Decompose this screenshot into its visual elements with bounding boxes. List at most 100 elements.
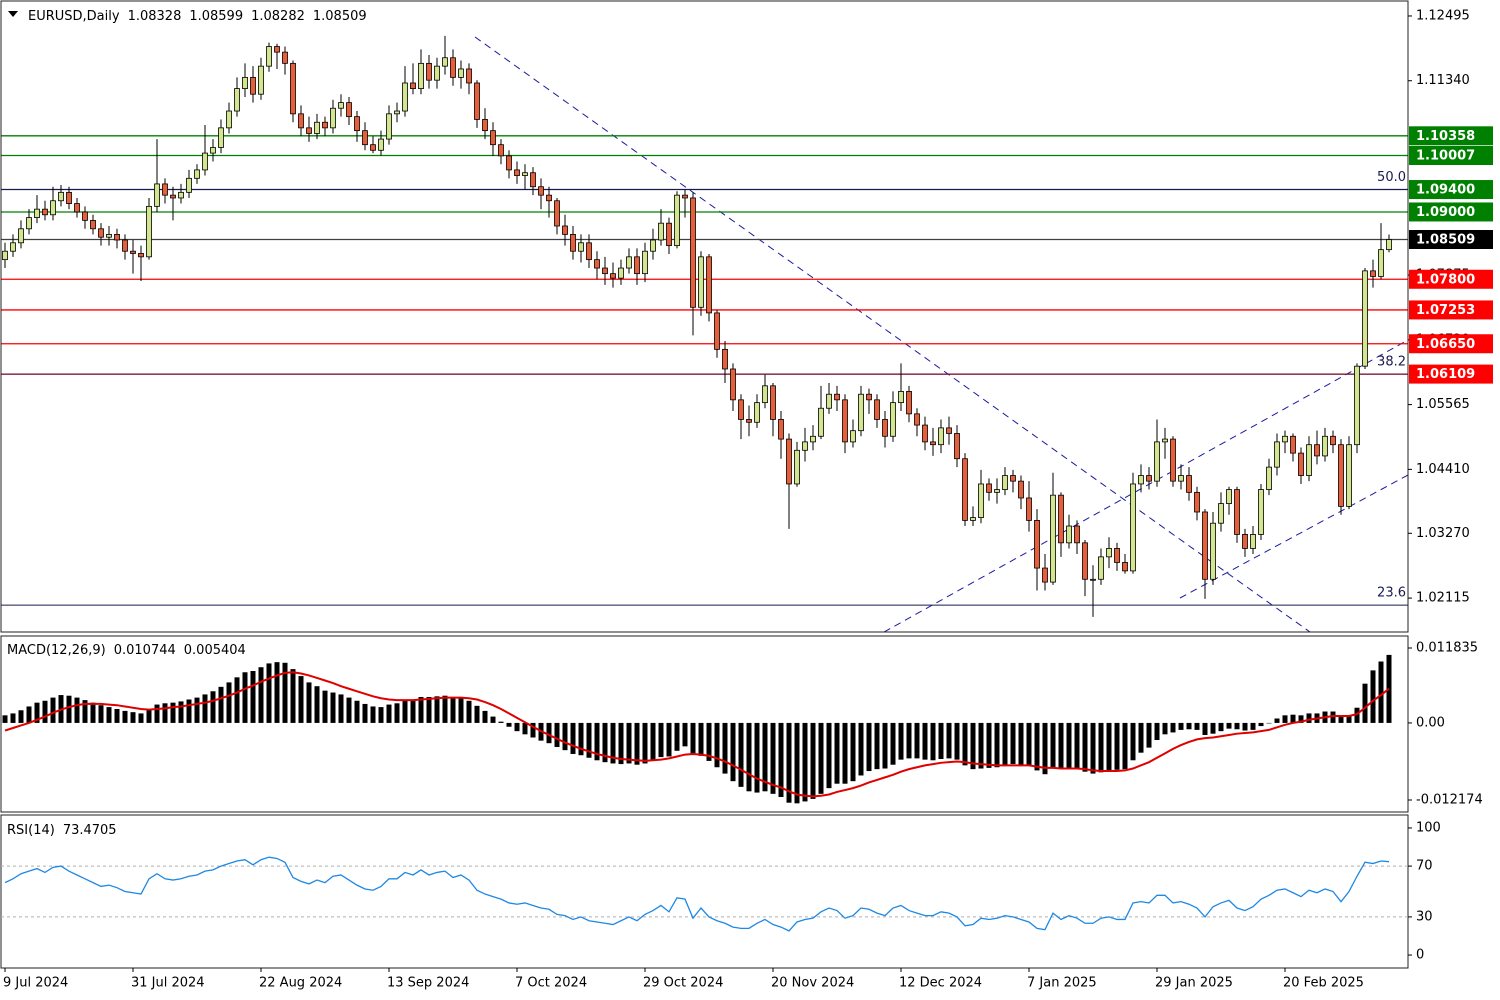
candle-body — [1298, 452, 1304, 476]
candle-body — [1034, 520, 1040, 569]
macd-bar — [754, 722, 760, 793]
candle-body — [1154, 441, 1160, 482]
candle-body — [178, 191, 184, 199]
macd-bar — [506, 722, 512, 727]
macd-bar — [98, 705, 104, 723]
macd-bar — [962, 722, 968, 766]
macd-bar — [1210, 722, 1216, 734]
candle-body — [554, 200, 560, 227]
candle-body — [1338, 444, 1344, 507]
y-tick-label: 1.02115 — [1416, 591, 1470, 606]
candle-body — [730, 368, 736, 401]
candle-body — [170, 194, 176, 199]
macd-bar — [1354, 707, 1360, 723]
x-tick-label: 9 Jul 2024 — [3, 976, 68, 991]
macd-bar — [1378, 661, 1384, 723]
macd-bar — [994, 722, 1000, 768]
macd-bar — [482, 710, 488, 723]
macd-bar — [1154, 722, 1160, 741]
macd-bar — [1090, 722, 1096, 774]
macd-bar — [186, 699, 192, 723]
macd-bar — [586, 722, 592, 758]
macd-bar — [682, 722, 688, 747]
price-tag — [1409, 300, 1493, 320]
macd-bar — [578, 722, 584, 756]
candle-body — [842, 399, 848, 443]
candle-body — [1202, 511, 1208, 580]
candle-body — [1042, 567, 1048, 583]
macd-bar — [810, 722, 816, 799]
candle-body — [642, 250, 648, 275]
candle-body — [898, 391, 904, 404]
candle-body — [506, 155, 512, 171]
macd-bar — [1082, 722, 1088, 772]
macd-bar — [1306, 713, 1312, 723]
candle-body — [10, 242, 16, 252]
macd-bar — [698, 722, 704, 756]
macd-bar — [1098, 722, 1104, 773]
candle-body — [946, 427, 952, 434]
macd-bar — [298, 676, 304, 723]
candle-body — [146, 205, 152, 258]
candle-body — [466, 68, 472, 84]
candle-body — [1378, 249, 1384, 277]
candle-body — [1002, 475, 1008, 490]
macd-bar — [1226, 722, 1232, 729]
candle-body — [90, 219, 96, 230]
macd-bar — [346, 697, 352, 723]
candle-body — [1146, 475, 1152, 482]
candle-body — [522, 172, 528, 176]
candle-body — [354, 116, 360, 132]
macd-bar — [1218, 722, 1224, 732]
candle-body — [258, 65, 264, 95]
macd-bar — [354, 700, 360, 723]
candle-body — [482, 119, 488, 132]
price-tag-label: 1.09400 — [1416, 183, 1475, 198]
y-tick-label: 0.011835 — [1416, 640, 1478, 655]
candle-body — [1274, 441, 1280, 468]
macd-bar — [1330, 711, 1336, 723]
header-title: MACD(12,26,9) — [7, 643, 106, 658]
candle-body — [250, 76, 256, 95]
macd-bar — [562, 722, 568, 751]
macd-bar — [738, 722, 744, 787]
menu-arrow[interactable] — [8, 11, 18, 17]
price-tag — [1409, 269, 1493, 289]
candle-body — [1258, 489, 1264, 535]
candle-body — [922, 424, 928, 443]
candle-body — [866, 393, 872, 401]
candle-body — [1242, 534, 1248, 549]
macd-bar — [946, 722, 952, 759]
candle-body — [978, 483, 984, 518]
candle-body — [826, 393, 832, 409]
x-tick-label: 12 Dec 2024 — [899, 976, 982, 991]
macd-bar — [1146, 722, 1152, 748]
candle-body — [1162, 438, 1168, 443]
macd-bar — [226, 682, 232, 723]
candle-body — [218, 127, 224, 148]
candle-body — [1186, 475, 1192, 493]
candle-body — [314, 121, 320, 134]
candle-body — [106, 234, 112, 238]
candle-body — [610, 273, 616, 279]
macd-bar — [442, 695, 448, 723]
candle-body — [346, 102, 352, 118]
fib-label: 50.0 — [1377, 170, 1406, 185]
candle-body — [1282, 435, 1288, 443]
macd-bar — [34, 702, 40, 723]
candle-body — [66, 191, 72, 204]
macd-bar — [1362, 683, 1368, 723]
price-tag-label: 1.07800 — [1416, 272, 1475, 287]
macd-bar — [170, 702, 176, 723]
candle-body — [1138, 475, 1144, 485]
candle-body — [1314, 444, 1320, 457]
candle-body — [82, 211, 88, 221]
x-tick-label: 31 Jul 2024 — [131, 976, 205, 991]
macd-bar — [522, 722, 528, 735]
candle-body — [1266, 466, 1272, 490]
macd-bar — [362, 703, 368, 723]
candle-body — [1290, 435, 1296, 454]
macd-bar — [378, 707, 384, 723]
macd-bar — [1170, 722, 1176, 733]
price-tag — [1409, 334, 1493, 354]
